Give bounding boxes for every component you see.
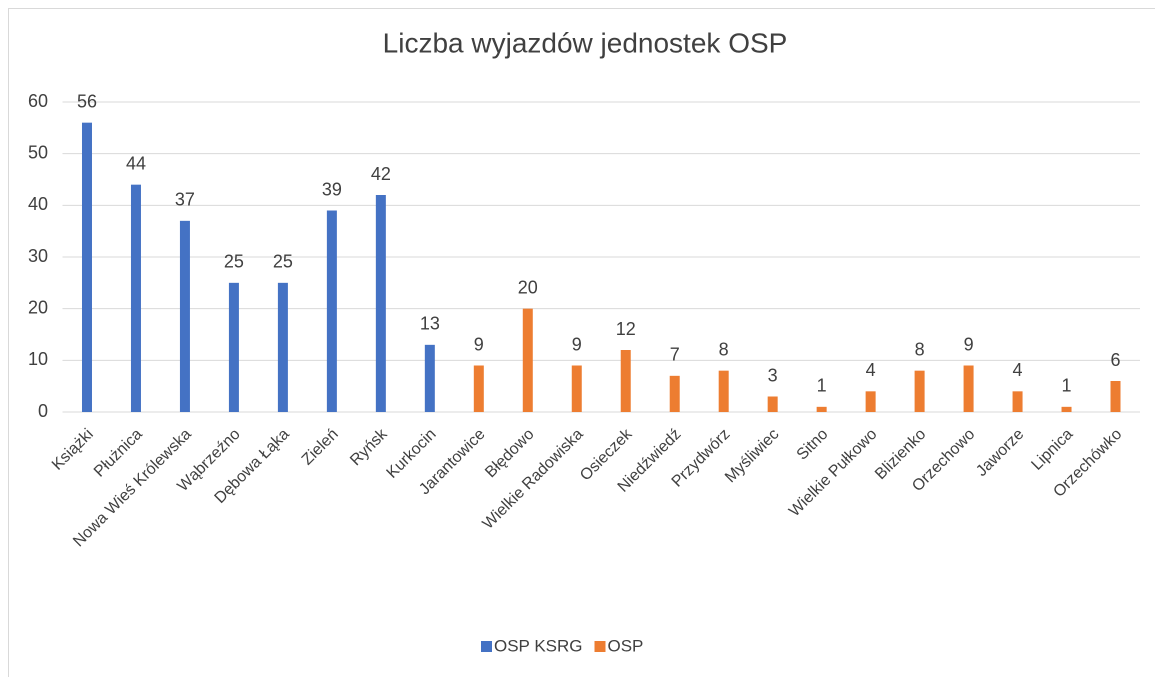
bar — [424, 344, 435, 412]
bar — [1012, 391, 1023, 412]
bar — [130, 184, 141, 412]
bar — [375, 195, 386, 412]
bar — [914, 370, 925, 412]
y-tick-label: 10 — [28, 349, 48, 369]
value-label: 44 — [126, 153, 146, 173]
y-tick-label: 30 — [28, 246, 48, 266]
value-label: 1 — [817, 376, 827, 396]
y-tick-label: 40 — [28, 194, 48, 214]
y-tick-label: 20 — [28, 297, 48, 317]
bar — [1110, 381, 1121, 412]
value-label: 56 — [77, 91, 97, 111]
value-label: 6 — [1111, 350, 1121, 370]
bar — [669, 375, 680, 412]
value-label: 9 — [474, 334, 484, 354]
bar — [1061, 406, 1072, 412]
bar — [228, 282, 239, 412]
value-label: 8 — [915, 339, 925, 359]
chart-border — [8, 8, 1155, 677]
bar — [326, 210, 337, 412]
bar — [718, 370, 729, 412]
value-label: 12 — [616, 319, 636, 339]
bar — [277, 282, 288, 412]
y-tick-label: 0 — [38, 401, 48, 421]
legend-label: OSP KSRG — [494, 636, 583, 655]
value-label: 8 — [719, 339, 729, 359]
value-label: 4 — [866, 360, 876, 380]
bar — [571, 365, 582, 412]
value-label: 25 — [273, 252, 293, 272]
value-label: 9 — [572, 334, 582, 354]
value-label: 3 — [768, 365, 778, 385]
value-label: 1 — [1062, 376, 1072, 396]
bar — [816, 406, 827, 412]
chart-title: Liczba wyjazdów jednostek OSP — [383, 27, 788, 58]
legend-swatch — [481, 641, 492, 652]
value-label: 39 — [322, 179, 342, 199]
value-label: 20 — [518, 277, 538, 297]
value-label: 42 — [371, 164, 391, 184]
bar — [620, 350, 631, 412]
legend-label: OSP — [608, 636, 644, 655]
value-label: 9 — [964, 334, 974, 354]
legend-swatch — [594, 641, 606, 652]
bar — [963, 365, 974, 412]
y-tick-label: 60 — [28, 91, 48, 111]
bar — [179, 220, 190, 412]
bar — [473, 365, 484, 412]
y-tick-label: 50 — [28, 142, 48, 162]
bar — [522, 308, 533, 412]
value-label: 7 — [670, 345, 680, 365]
bar — [865, 391, 876, 412]
value-label: 13 — [420, 314, 440, 334]
value-label: 37 — [175, 190, 195, 210]
bar — [81, 122, 92, 413]
value-label: 4 — [1013, 360, 1023, 380]
bar — [767, 396, 778, 412]
value-label: 25 — [224, 252, 244, 272]
